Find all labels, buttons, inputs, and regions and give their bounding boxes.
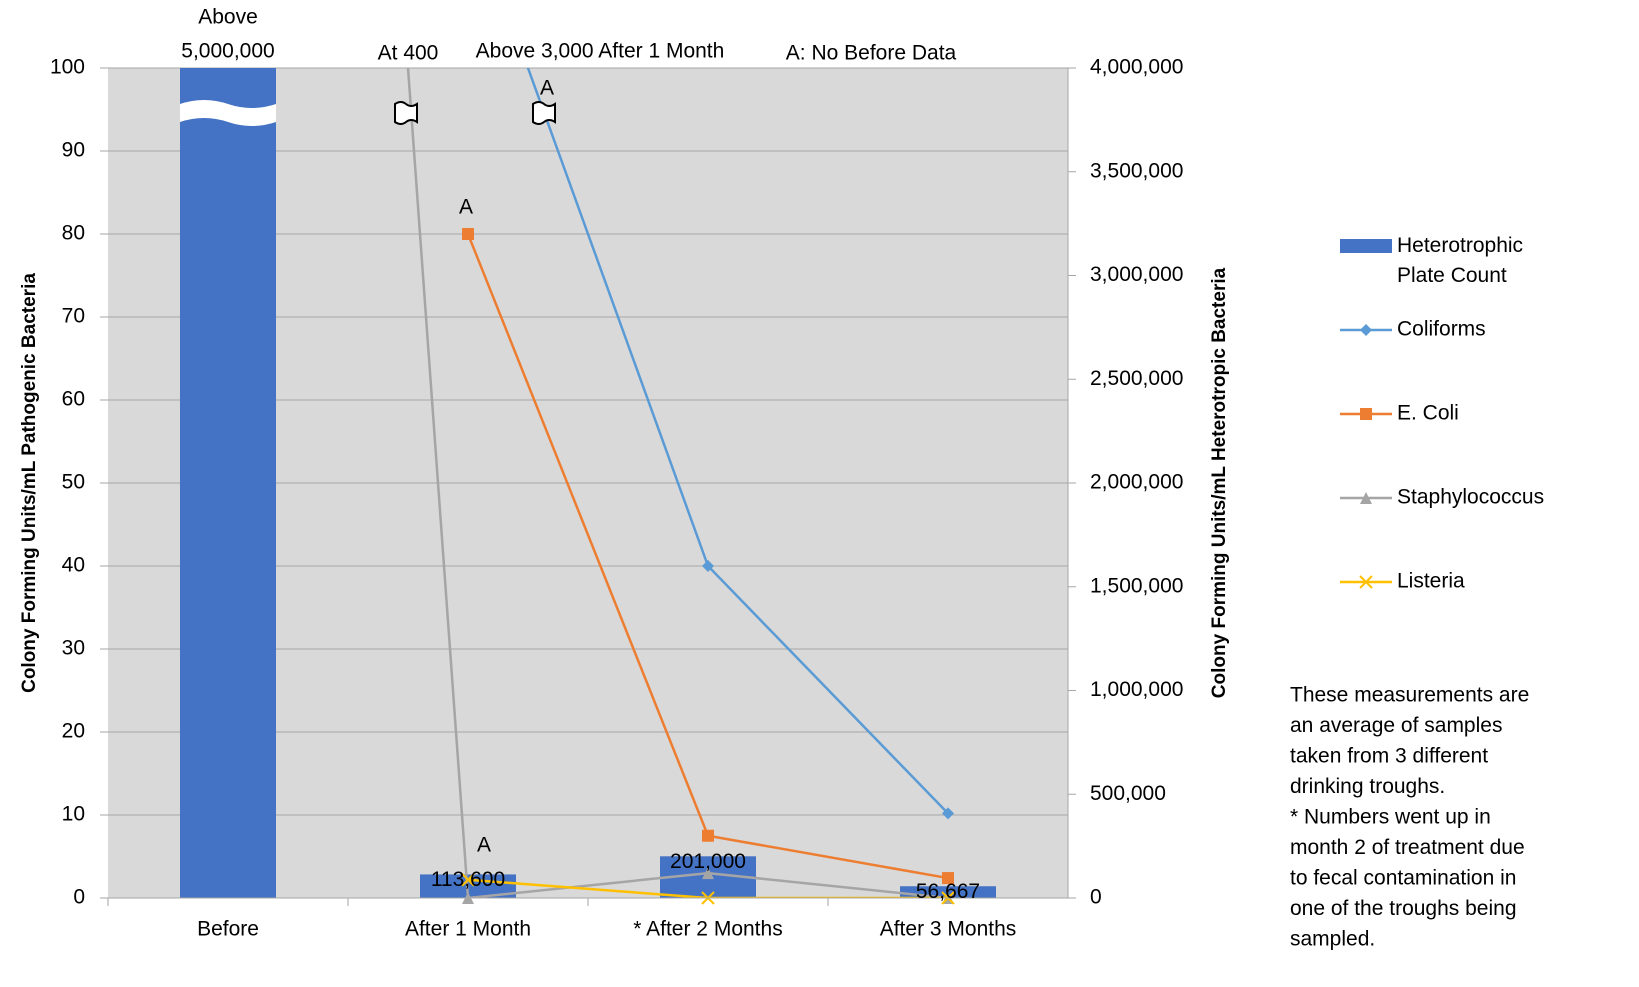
y2-tick-label: 0 [1090,886,1102,909]
marker [702,867,714,880]
y2-tick-label: 4,000,000 [1090,56,1183,79]
legend: Heterotrophic Plate Count Coliforms E. Coli… [1340,234,1544,593]
note-line: drinking troughs. [1290,775,1445,798]
y-tick-label: 50 [62,471,85,494]
marker [461,873,475,887]
y-tick-label: 70 [62,305,85,328]
x-tick-label: * After 2 Months [633,918,782,941]
data-label: 56,667 [916,880,980,903]
y-tick-label: 90 [62,139,85,162]
note-line: one of the troughs being [1290,897,1517,920]
legend-label: Heterotrophic Plate Count [1397,234,1523,287]
y-tick-label: 20 [62,720,85,743]
y-tick-label: 60 [62,388,85,411]
y-tick-label: 10 [62,803,85,826]
x-tick-label: Before [197,918,259,941]
annotation: A [477,834,491,857]
legend-marker [1359,575,1373,589]
marker [942,872,954,885]
legend-label: Coliforms [1397,318,1486,341]
y2-tick-label: 3,500,000 [1090,159,1183,182]
note-line: month 2 of treatment due [1290,836,1525,859]
y-tick-label: 40 [62,554,85,577]
x-tick-label: After 1 Month [405,918,531,941]
axis-break [180,100,276,126]
legend-marker [1360,324,1372,336]
y2-tick-label: 1,500,000 [1090,574,1183,597]
y2-axis-title: Colony Forming Units/mL Heterotropic Bac… [1209,267,1230,698]
marker [462,228,474,240]
legend-marker [1360,408,1372,420]
line [467,878,948,898]
legend-label: Listeria [1397,570,1465,593]
legend-label: E. Coli [1397,402,1459,425]
y-axis-title: Colony Forming Units/mL Pathogenic Bacte… [19,273,40,693]
note-line: to fecal contamination in [1290,867,1516,890]
y2-tick-label: 3,000,000 [1090,263,1183,286]
legend-swatch [1340,239,1392,253]
annotation: Above [198,6,258,29]
y-tick-label: 30 [62,637,85,660]
note-line: These measurements are [1290,684,1529,707]
x-tick-label: After 3 Months [880,918,1017,941]
y2-tick-label: 2,500,000 [1090,367,1183,390]
note-line: sampled. [1290,928,1375,951]
annotation: A [540,77,554,100]
bar [180,68,276,898]
data-label: 201,000 [670,850,746,873]
note-line: * Numbers went up in [1290,806,1491,829]
legend-label: Staphylococcus [1397,486,1544,509]
y2-tick-label: 1,000,000 [1090,678,1183,701]
annotation: Above 3,000 After 1 Month [476,40,725,63]
legend-marker [1360,492,1372,504]
annotation: A: No Before Data [786,42,957,65]
y-tick-label: 80 [62,222,85,245]
line [406,68,949,898]
marker [702,829,714,842]
y2-tick-label: 500,000 [1090,782,1166,805]
data-label: 5,000,000 [181,40,274,63]
marker [942,807,954,820]
marker [702,560,714,572]
note-line: taken from 3 different [1290,745,1488,768]
y-tick-label: 0 [73,886,85,909]
annotation: At 400 [378,42,439,65]
note-line: an average of samples [1290,714,1502,737]
break-symbol [394,101,418,125]
break-symbol [532,101,556,125]
y2-tick-label: 2,000,000 [1090,471,1183,494]
data-label: 113,600 [431,868,505,891]
annotation: A [459,196,473,219]
y-tick-label: 100 [50,56,85,79]
